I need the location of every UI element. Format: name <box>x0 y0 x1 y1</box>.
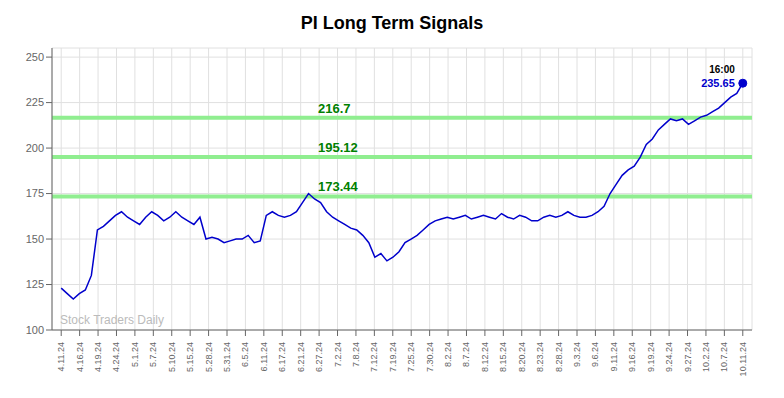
svg-text:150: 150 <box>26 233 44 245</box>
svg-text:9.27.24: 9.27.24 <box>683 342 693 372</box>
svg-text:5.28.24: 5.28.24 <box>204 342 214 372</box>
svg-text:16:00: 16:00 <box>709 64 735 75</box>
svg-text:10.11.24: 10.11.24 <box>738 342 748 376</box>
svg-text:9.19.24: 9.19.24 <box>646 342 656 372</box>
svg-text:9.24.24: 9.24.24 <box>664 342 674 372</box>
svg-text:125: 125 <box>26 278 44 290</box>
svg-text:8.7.24: 8.7.24 <box>461 342 471 367</box>
svg-text:173.44: 173.44 <box>318 179 359 194</box>
svg-text:7.25.24: 7.25.24 <box>406 342 416 372</box>
svg-text:7.30.24: 7.30.24 <box>425 342 435 372</box>
svg-text:6.5.24: 6.5.24 <box>240 342 250 367</box>
svg-text:9.6.24: 9.6.24 <box>590 342 600 367</box>
svg-text:175: 175 <box>26 187 44 199</box>
svg-text:4.11.24: 4.11.24 <box>56 342 66 371</box>
svg-text:Stock Traders Daily: Stock Traders Daily <box>60 313 164 327</box>
svg-text:9.3.24: 9.3.24 <box>572 342 582 367</box>
svg-text:9.11.24: 9.11.24 <box>609 342 619 371</box>
svg-text:5.31.24: 5.31.24 <box>222 342 232 372</box>
svg-text:216.7: 216.7 <box>318 101 351 116</box>
svg-text:4.24.24: 4.24.24 <box>111 342 121 372</box>
svg-text:8.15.24: 8.15.24 <box>498 342 508 372</box>
svg-text:8.2.24: 8.2.24 <box>443 342 453 367</box>
svg-text:8.28.24: 8.28.24 <box>554 342 564 372</box>
svg-text:4.19.24: 4.19.24 <box>93 342 103 372</box>
svg-text:8.23.24: 8.23.24 <box>535 342 545 372</box>
svg-text:7.8.24: 7.8.24 <box>351 342 361 367</box>
html-text:PI Long Term Signals: PI Long Term Signals <box>300 13 484 33</box>
svg-text:5.7.24: 5.7.24 <box>148 342 158 367</box>
svg-text:8.12.24: 8.12.24 <box>480 342 490 372</box>
svg-text:4.16.24: 4.16.24 <box>75 342 85 372</box>
svg-text:200: 200 <box>26 142 44 154</box>
svg-text:235.65: 235.65 <box>701 77 735 89</box>
svg-text:8.20.24: 8.20.24 <box>517 342 527 372</box>
svg-text:9.16.24: 9.16.24 <box>627 342 637 372</box>
svg-text:6.17.24: 6.17.24 <box>277 342 287 372</box>
svg-text:5.10.24: 5.10.24 <box>167 342 177 372</box>
svg-text:7.12.24: 7.12.24 <box>369 342 379 372</box>
svg-text:5.1.24: 5.1.24 <box>130 342 140 367</box>
svg-text:6.27.24: 6.27.24 <box>314 342 324 372</box>
svg-text:10.2.24: 10.2.24 <box>701 342 711 372</box>
svg-text:5.15.24: 5.15.24 <box>185 342 195 372</box>
svg-text:250: 250 <box>26 51 44 63</box>
svg-text:6.21.24: 6.21.24 <box>296 342 306 372</box>
svg-text:7.19.24: 7.19.24 <box>388 342 398 372</box>
svg-text:100: 100 <box>26 324 44 336</box>
svg-text:6.11.24: 6.11.24 <box>259 342 269 371</box>
svg-text:10.7.24: 10.7.24 <box>719 342 729 372</box>
svg-text:225: 225 <box>26 96 44 108</box>
svg-text:7.2.24: 7.2.24 <box>333 342 343 367</box>
svg-text:195.12: 195.12 <box>318 140 358 155</box>
